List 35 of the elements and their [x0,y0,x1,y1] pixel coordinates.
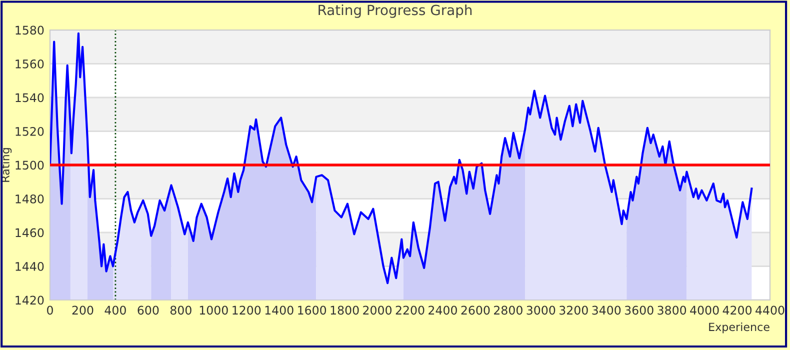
y-tick-label: 1460 [16,228,44,238]
x-tick-label: 4400 [756,306,784,315]
x-tick-label: 3000 [526,306,556,315]
x-tick-label: 2600 [461,306,490,315]
y-tick-label: 1500 [16,160,44,170]
x-tick-label: 0 [47,306,53,315]
x-tick-label: 600 [138,306,159,315]
x-tick-label: 400 [104,306,126,315]
x-tick-label: 1000 [200,306,228,315]
y-tick-label: 1420 [16,296,44,305]
x-tick-label: 1200 [232,306,261,315]
y-tick-label: 1560 [16,59,44,68]
x-tick-label: 3400 [592,306,621,315]
chart-title: Rating Progress Graph [318,4,472,18]
x-tick-label: 2200 [396,306,424,315]
y-tick-label: 1580 [16,26,44,35]
x-tick-label: 4200 [722,306,752,315]
x-tick-label: 200 [72,306,94,315]
x-tick-label: 3600 [624,306,654,315]
x-tick-label: 2400 [428,306,457,315]
x-tick-label: 4000 [690,306,719,315]
x-tick-label: 3800 [658,306,686,315]
x-axis-title: Experience [709,322,770,334]
x-tick-label: 800 [170,306,192,315]
x-tick-label: 2800 [494,306,522,315]
x-tick-label: 3200 [560,306,588,315]
y-tick-label: 1540 [16,93,44,102]
line-series [50,32,753,284]
y-tick-label: 1440 [16,262,44,271]
y-tick-label: 1480 [16,194,44,204]
x-tick-label: 1400 [265,306,294,315]
y-tick-label: 1520 [16,126,44,136]
x-tick-label: 1800 [330,306,359,315]
x-tick-label: 2000 [363,306,392,315]
x-tick-label: 1600 [298,306,326,315]
